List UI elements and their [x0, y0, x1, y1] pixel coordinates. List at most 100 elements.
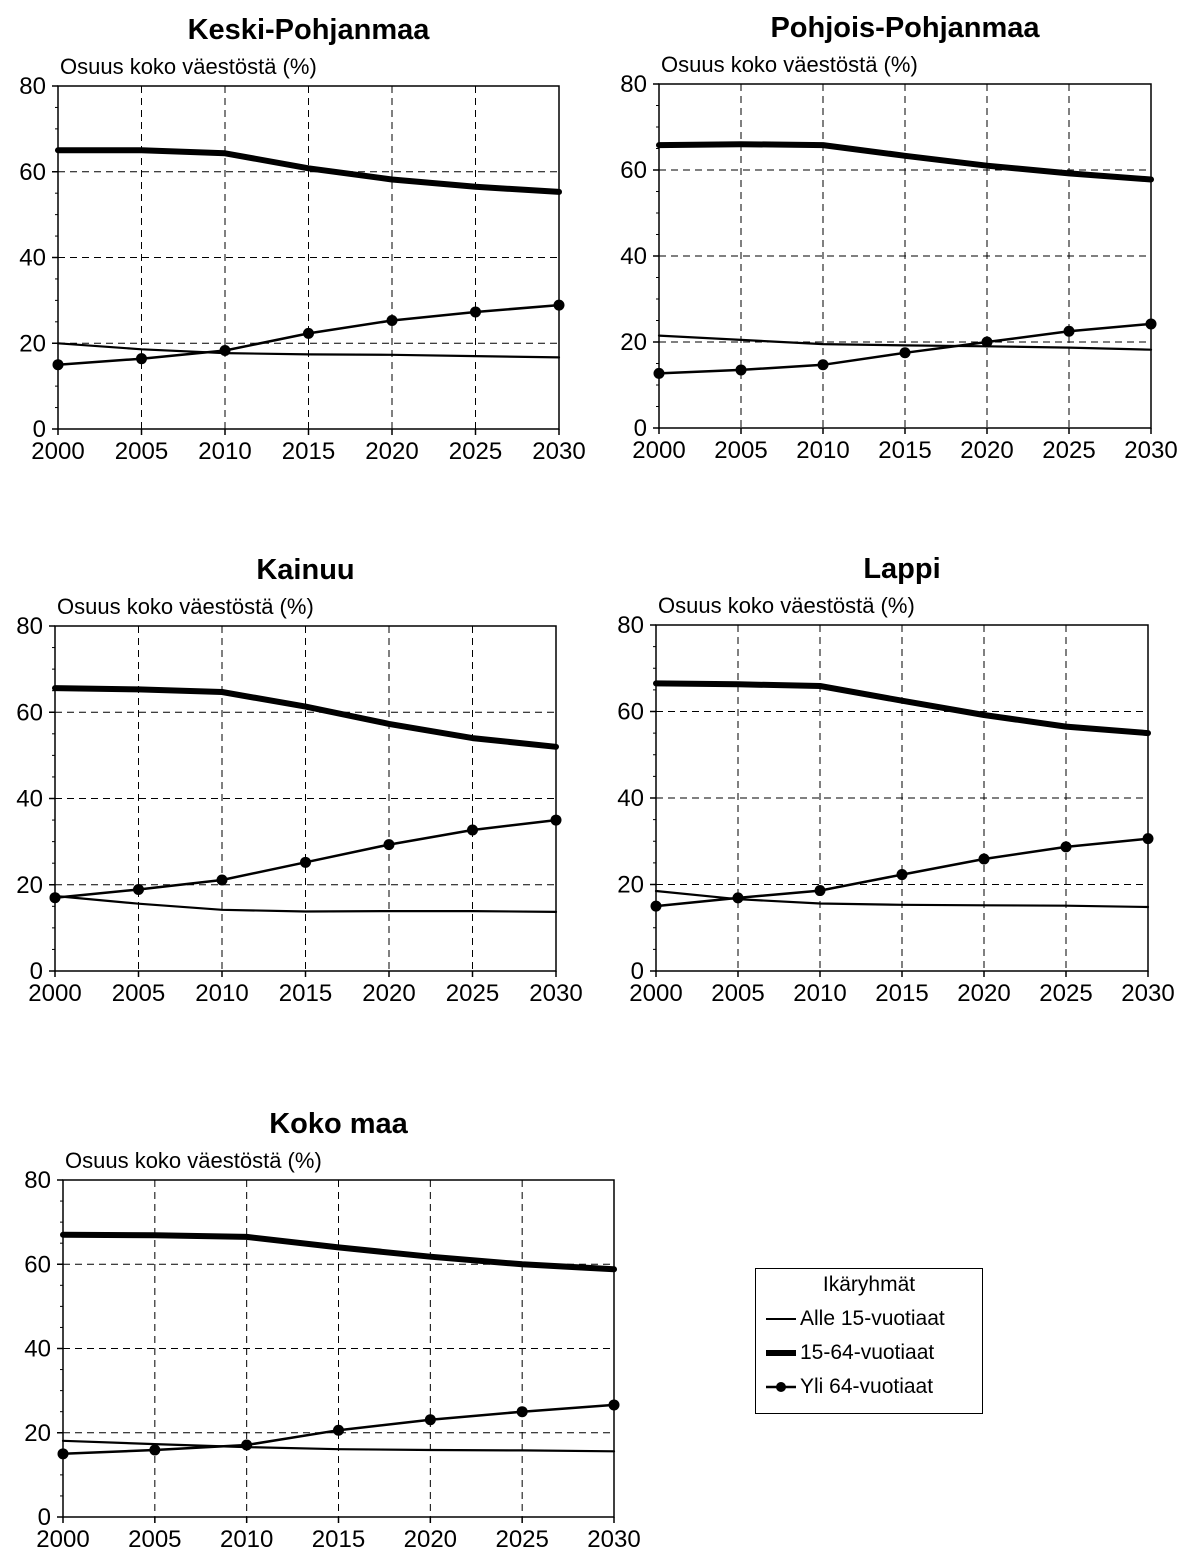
- data-point-marker: [981, 336, 993, 348]
- x-tick-label: 2030: [587, 1526, 640, 1551]
- data-point-marker: [149, 1444, 161, 1456]
- y-tick-label: 20: [19, 330, 46, 357]
- x-tick-label: 2025: [1042, 437, 1095, 464]
- legend-item-yli-64: Yli 64-vuotiaat: [764, 1373, 979, 1401]
- x-tick-label: 2005: [714, 437, 767, 464]
- legend-label: Yli 64-vuotiaat: [800, 1375, 934, 1398]
- data-point-marker: [896, 869, 908, 881]
- data-point-marker: [424, 1414, 436, 1426]
- series-line: [56, 342, 561, 359]
- series-line: [52, 685, 559, 750]
- data-point-marker: [516, 1406, 528, 1418]
- x-tick-label: 2000: [31, 438, 84, 465]
- x-tick-label: 2005: [128, 1526, 181, 1551]
- thick-line-icon: [766, 1350, 796, 1356]
- data-point-marker: [1145, 318, 1157, 330]
- data-point-marker: [467, 824, 478, 836]
- y-axis-label: Osuus koko väestöstä (%): [65, 1148, 322, 1173]
- x-tick-label: 2000: [632, 437, 685, 464]
- data-point-marker: [216, 874, 228, 886]
- chart-panel: Kainuu Osuus koko väestöstä (%) 0 20 40 60 80 2…: [16, 554, 582, 1007]
- chart-title: Keski-Pohjanmaa: [188, 14, 431, 46]
- x-tick-label: 2025: [449, 438, 502, 465]
- series-line: [656, 141, 1154, 183]
- chart-panel: Koko maa Osuus koko väestöstä (%) 0 20 40 60 8…: [24, 1108, 640, 1551]
- y-tick-label: 60: [24, 1251, 51, 1278]
- x-tick-label: 2000: [36, 1526, 89, 1551]
- x-tick-label: 2025: [1039, 980, 1092, 1007]
- chart-title: Kainuu: [256, 554, 354, 586]
- series-line: [653, 680, 1151, 737]
- data-point-marker: [333, 1424, 344, 1436]
- y-tick-label: 20: [617, 872, 644, 899]
- x-tick-label: 2010: [793, 980, 846, 1007]
- x-tick-label: 2015: [279, 980, 332, 1007]
- data-point-marker: [133, 883, 144, 895]
- legend: Ikäryhmät Alle 15-vuotiaat 15-64-vuotiaa…: [755, 1268, 983, 1414]
- chart-title: Lappi: [863, 553, 940, 585]
- x-tick-label: 2010: [195, 980, 248, 1007]
- y-tick-label: 20: [24, 1420, 51, 1447]
- x-tick-label: 2015: [282, 438, 335, 465]
- data-point-marker: [553, 299, 565, 311]
- y-tick-label: 40: [620, 243, 647, 270]
- y-tick-label: 60: [620, 157, 647, 184]
- data-point-marker: [978, 853, 990, 865]
- y-tick-label: 60: [19, 159, 46, 186]
- data-point-marker: [814, 885, 826, 897]
- chart-panel: Lappi Osuus koko väestöstä (%) 0 20 40 60 80 20…: [617, 553, 1174, 1007]
- x-tick-label: 2015: [875, 980, 928, 1007]
- y-tick-label: 40: [24, 1336, 51, 1363]
- data-point-marker: [550, 814, 562, 826]
- x-tick-label: 2020: [404, 1526, 457, 1551]
- series-line: [657, 334, 1153, 351]
- series-line: [61, 1439, 616, 1453]
- x-tick-label: 2020: [957, 980, 1010, 1007]
- x-tick-label: 2020: [362, 980, 415, 1007]
- x-tick-label: 2005: [112, 980, 165, 1007]
- data-point-marker: [386, 315, 398, 327]
- chart-panel: Keski-Pohjanmaa Osuus koko väestöstä (%) 0…: [19, 14, 585, 465]
- x-tick-label: 2000: [629, 980, 682, 1007]
- data-point-marker: [1060, 841, 1072, 853]
- data-point-marker: [608, 1399, 620, 1411]
- x-tick-label: 2030: [532, 438, 585, 465]
- y-axis-label: Osuus koko väestöstä (%): [60, 54, 317, 79]
- data-point-marker: [1142, 833, 1154, 845]
- x-tick-label: 2030: [1124, 437, 1177, 464]
- data-point-marker: [817, 359, 829, 371]
- y-tick-label: 0: [38, 1504, 51, 1531]
- y-tick-label: 80: [617, 612, 644, 639]
- legend-item-15-64: 15-64-vuotiaat: [764, 1339, 979, 1367]
- x-tick-label: 2010: [220, 1526, 273, 1551]
- y-tick-label: 0: [33, 416, 46, 443]
- y-tick-label: 0: [30, 958, 43, 985]
- legend-label: Alle 15-vuotiaat: [800, 1307, 945, 1330]
- data-point-marker: [653, 367, 665, 379]
- series-line: [55, 147, 562, 195]
- legend-label: 15-64-vuotiaat: [800, 1341, 935, 1364]
- chart-panel: Pohjois-Pohjanmaa Osuus koko väestöstä (%…: [620, 12, 1177, 464]
- y-tick-label: 20: [620, 329, 647, 356]
- data-point-marker: [57, 1448, 69, 1460]
- y-tick-label: 80: [16, 613, 43, 640]
- x-tick-label: 2005: [115, 438, 168, 465]
- legend-item-alle-15: Alle 15-vuotiaat: [764, 1305, 979, 1333]
- legend-title: Ikäryhmät: [822, 1273, 916, 1296]
- chart-title: Koko maa: [269, 1108, 408, 1140]
- y-tick-label: 40: [16, 786, 43, 813]
- data-point-marker: [241, 1439, 253, 1451]
- x-tick-label: 2010: [796, 437, 849, 464]
- y-tick-label: 80: [24, 1167, 51, 1194]
- data-point-marker: [49, 892, 61, 904]
- x-tick-label: 2015: [312, 1526, 365, 1551]
- x-tick-label: 2025: [495, 1526, 548, 1551]
- y-tick-label: 20: [16, 872, 43, 899]
- data-point-marker: [470, 306, 481, 318]
- y-axis-label: Osuus koko väestöstä (%): [661, 52, 918, 77]
- data-point-marker: [303, 327, 314, 339]
- series-line: [53, 894, 558, 914]
- data-point-marker: [1063, 325, 1075, 337]
- data-point-marker: [735, 364, 747, 376]
